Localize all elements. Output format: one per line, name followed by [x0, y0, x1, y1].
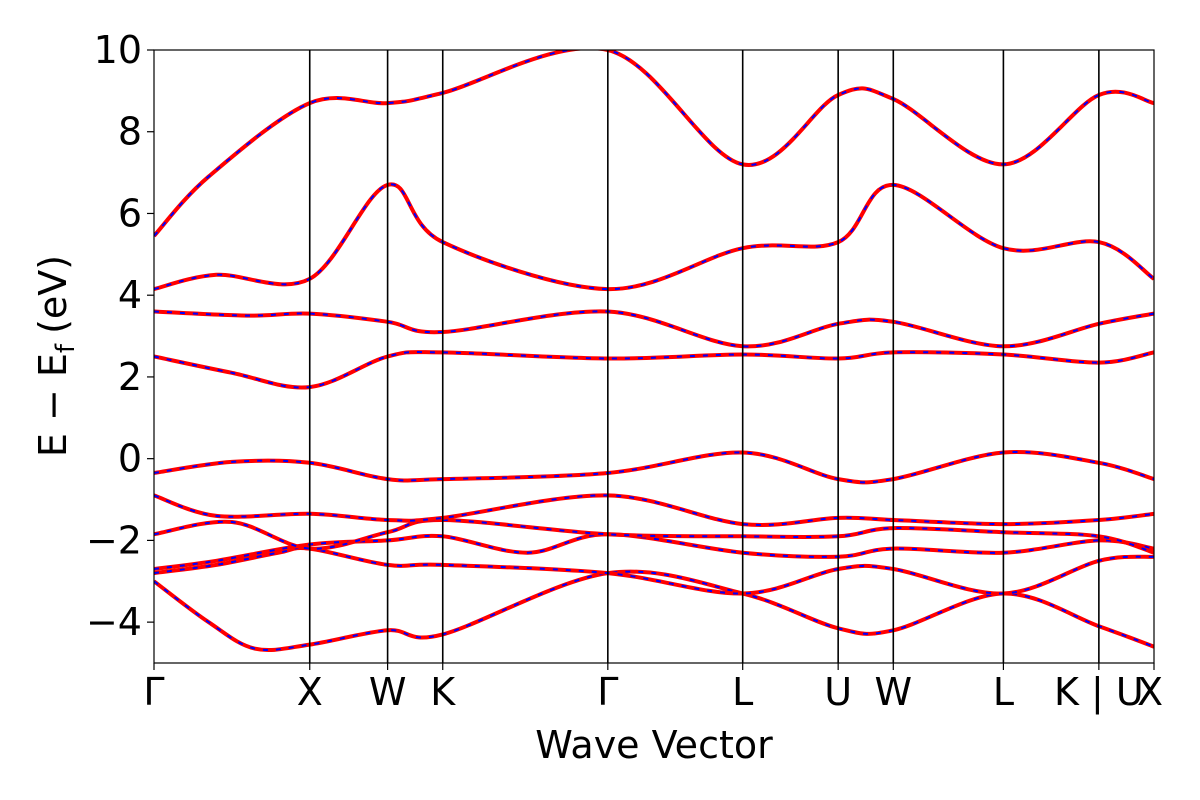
y-axis-label-subscript: f	[51, 343, 81, 353]
kpoint-lines	[308, 50, 1100, 663]
y-tick-label-1: 8	[118, 110, 142, 154]
y-axis-label: E − Ef (eV)	[31, 255, 81, 457]
y-tick-label-0: 10	[94, 28, 142, 72]
y-tick-label-2: 6	[118, 191, 142, 235]
x-tick-label-1: X	[297, 670, 323, 714]
x-tick-label-10: X	[1137, 670, 1163, 714]
x-tick-label-0: Γ	[143, 670, 164, 714]
y-tick-label-6: −2	[86, 518, 142, 562]
x-tick-label-5: L	[732, 670, 753, 714]
x-tick-label-2: W	[369, 670, 407, 714]
plot-frame	[153, 49, 1155, 664]
y-tick-label-5: 0	[118, 437, 142, 481]
y-tick-label-3: 4	[118, 273, 142, 317]
y-axis-label-main: E − E	[31, 353, 75, 457]
x-tick-label-8: L	[993, 670, 1014, 714]
y-tick-label-7: −4	[86, 600, 142, 644]
x-tick-label-6: U	[824, 670, 852, 714]
y-tick-label-4: 2	[118, 355, 142, 399]
x-axis-label: Wave Vector	[535, 723, 773, 767]
x-tick-label-3: K	[430, 670, 456, 714]
x-tick-label-9: K | U	[1054, 670, 1144, 715]
y-ticks: 10 8 6 4 2 0 −2 −4	[86, 28, 154, 644]
x-tick-label-4: Γ	[597, 670, 618, 714]
y-axis-label-unit: (eV)	[31, 255, 75, 334]
x-tick-label-7: W	[875, 670, 913, 714]
